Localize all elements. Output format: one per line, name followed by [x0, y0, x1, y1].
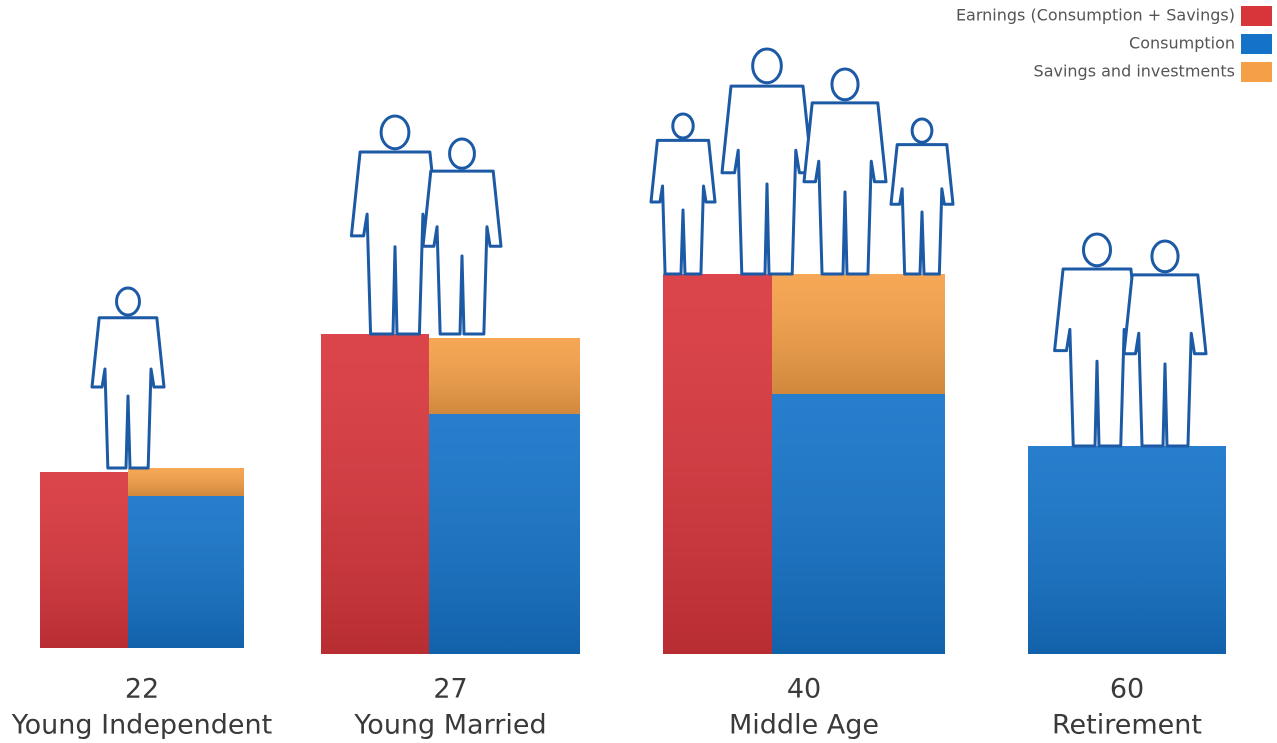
- person-head: [115, 286, 141, 317]
- legend-swatch: [1241, 34, 1272, 54]
- bar-shade: [128, 496, 244, 648]
- bar-shade: [772, 274, 945, 394]
- person-body: [421, 169, 503, 336]
- stage-label: Young Independent: [11, 710, 273, 741]
- person-body: [1053, 267, 1141, 448]
- bar-shade: [429, 338, 580, 414]
- legend-label: Earnings (Consumption + Savings): [956, 6, 1235, 25]
- legend-label: Consumption: [1129, 34, 1235, 53]
- person-body: [90, 316, 166, 470]
- person-icon: [90, 286, 166, 470]
- stage-label: Retirement: [1052, 710, 1202, 741]
- person-icon: [1053, 232, 1141, 448]
- person-body: [720, 84, 814, 276]
- person-head: [379, 114, 411, 151]
- person-body: [649, 138, 717, 276]
- person-head: [671, 112, 695, 140]
- person-icon: [1122, 239, 1208, 448]
- person-head: [1150, 239, 1180, 274]
- person-body: [802, 101, 888, 276]
- person-icon: [349, 114, 441, 336]
- person-head: [1081, 232, 1113, 268]
- stage-label: Middle Age: [729, 710, 879, 741]
- person-icon: [649, 112, 717, 276]
- age-label: 22: [125, 674, 159, 705]
- person-icon: [889, 117, 955, 276]
- age-label: 40: [787, 674, 821, 705]
- person-head: [751, 47, 783, 85]
- age-label: 60: [1110, 674, 1144, 705]
- bar-shade: [663, 274, 772, 654]
- person-icon: [421, 137, 503, 336]
- stage-label: Young Married: [353, 710, 546, 741]
- person-body: [889, 143, 955, 276]
- bar-shade: [772, 394, 945, 654]
- person-icon: [720, 47, 814, 276]
- person-body: [1122, 273, 1208, 448]
- legend-swatch: [1241, 62, 1272, 82]
- age-label: 27: [433, 674, 467, 705]
- bar-shade: [1028, 446, 1226, 654]
- legend-label: Savings and investments: [1034, 62, 1235, 81]
- person-head: [448, 137, 476, 170]
- bar-shade: [128, 468, 244, 496]
- bar-shade: [40, 472, 128, 648]
- person-icon: [802, 67, 888, 276]
- bar-shade: [321, 334, 429, 654]
- person-head: [910, 117, 934, 144]
- bar-shade: [429, 414, 580, 654]
- person-head: [830, 67, 860, 102]
- legend-swatch: [1241, 6, 1272, 26]
